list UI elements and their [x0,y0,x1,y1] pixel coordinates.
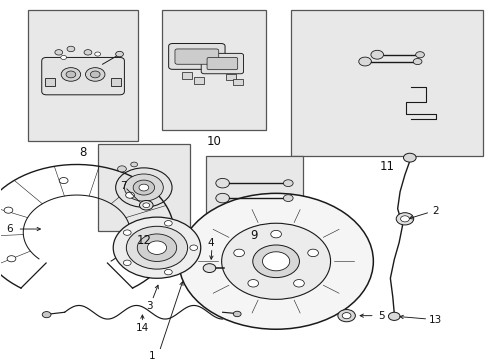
Circle shape [307,249,318,257]
Bar [194,77,203,84]
Text: 14: 14 [136,323,149,333]
Bar [111,78,121,86]
Circle shape [164,221,172,226]
Circle shape [137,234,176,261]
Text: 4: 4 [207,238,214,248]
Circle shape [189,245,197,251]
Circle shape [133,180,154,195]
Circle shape [67,46,75,52]
Text: 12: 12 [136,234,151,247]
Circle shape [233,249,244,257]
FancyBboxPatch shape [41,58,124,95]
Circle shape [342,312,350,319]
Circle shape [61,68,81,81]
FancyBboxPatch shape [206,58,237,70]
Circle shape [337,310,355,322]
Circle shape [215,193,229,203]
Circle shape [142,203,149,208]
Circle shape [283,180,292,186]
FancyBboxPatch shape [201,53,243,74]
Circle shape [126,226,187,269]
Bar [290,10,482,156]
Circle shape [395,213,413,225]
Text: 1: 1 [148,351,155,360]
Circle shape [400,216,408,222]
Bar [28,10,137,141]
Circle shape [270,230,281,238]
Bar [233,79,243,85]
Bar [45,78,55,86]
Circle shape [247,280,258,287]
Bar [205,156,302,226]
Circle shape [95,52,101,56]
Circle shape [55,50,62,55]
Bar [162,10,266,130]
Bar [98,144,190,231]
Circle shape [164,269,172,275]
Circle shape [415,52,424,58]
Circle shape [66,71,76,78]
Circle shape [116,51,123,57]
Bar [182,72,192,78]
Circle shape [42,311,51,318]
Bar [225,74,235,80]
Text: 8: 8 [79,146,86,159]
Circle shape [139,201,153,210]
Text: 5: 5 [378,311,384,321]
Circle shape [252,245,299,278]
Circle shape [59,177,68,184]
Circle shape [203,264,215,273]
Text: 6: 6 [6,224,13,234]
Circle shape [125,192,134,198]
Text: 9: 9 [250,229,258,242]
Circle shape [84,50,92,55]
Circle shape [412,58,421,64]
Text: 2: 2 [431,206,438,216]
Circle shape [124,174,163,201]
Circle shape [123,260,131,266]
Text: 10: 10 [206,135,221,148]
Circle shape [293,280,304,287]
Circle shape [130,162,137,167]
Circle shape [123,230,131,235]
FancyBboxPatch shape [175,49,218,64]
Circle shape [403,153,415,162]
Circle shape [117,166,126,172]
Circle shape [233,311,241,317]
Circle shape [215,179,229,188]
Circle shape [358,57,371,66]
Circle shape [387,312,399,320]
Circle shape [262,252,289,271]
Circle shape [7,256,16,262]
Circle shape [179,193,372,329]
Text: 7: 7 [120,180,126,190]
Circle shape [370,50,383,59]
Circle shape [147,241,166,255]
Circle shape [139,184,148,191]
FancyBboxPatch shape [168,44,224,69]
Circle shape [113,217,201,278]
Circle shape [90,71,100,78]
Circle shape [221,223,330,300]
Circle shape [4,207,13,213]
Circle shape [61,55,66,59]
Text: 13: 13 [428,315,441,325]
Circle shape [283,195,292,202]
Text: 11: 11 [379,160,394,174]
Circle shape [116,168,172,207]
Circle shape [85,68,105,81]
Text: 3: 3 [146,301,153,311]
